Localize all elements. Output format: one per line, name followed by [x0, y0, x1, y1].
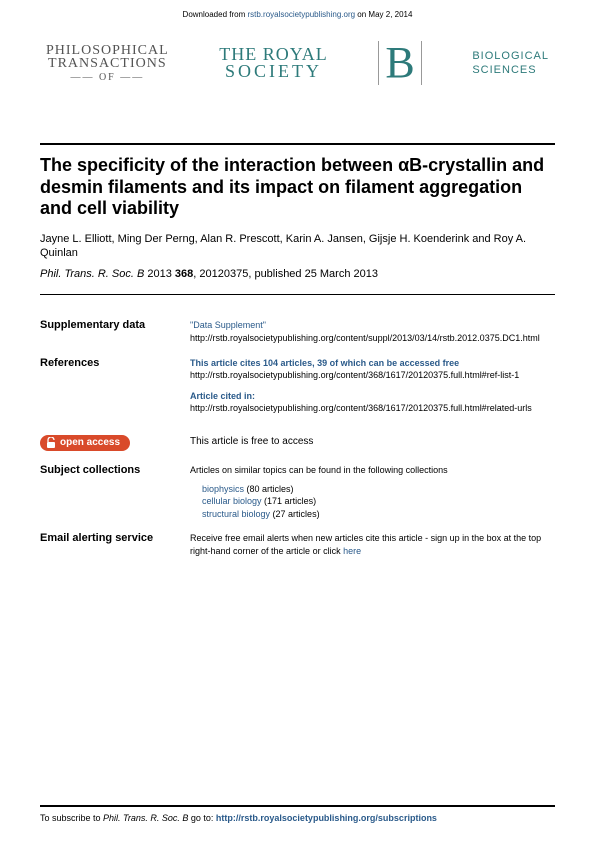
download-suffix: on May 2, 2014 — [355, 10, 412, 19]
footer-prefix: To subscribe to — [40, 813, 103, 823]
open-access-text: open access — [60, 437, 120, 448]
footer-journal: Phil. Trans. R. Soc. B — [103, 813, 188, 823]
subject-intro: Articles on similar topics can be found … — [190, 464, 555, 477]
journal-banner: PHILOSOPHICAL TRANSACTIONS —— OF —— THE … — [40, 33, 555, 93]
content-references: This article cites 104 articles, 39 of w… — [190, 357, 555, 423]
row-alert: Email alerting service Receive free emai… — [40, 526, 555, 563]
alert-text: Receive free email alerts when new artic… — [190, 533, 541, 556]
row-open-access: open access This article is free to acce… — [40, 429, 555, 458]
download-prefix: Downloaded from — [183, 10, 248, 19]
label-references: References — [40, 357, 190, 423]
authors: Jayne L. Elliott, Ming Der Perng, Alan R… — [40, 232, 555, 261]
refs-url1: http://rstb.royalsocietypublishing.org/c… — [190, 370, 519, 380]
subject-cellular-count: (171 articles) — [262, 496, 317, 506]
row-references: References This article cites 104 articl… — [40, 351, 555, 429]
banner-philosophical: PHILOSOPHICAL TRANSACTIONS —— OF —— — [46, 44, 169, 82]
content-subject: Articles on similar topics can be found … — [190, 464, 555, 520]
footer: To subscribe to Phil. Trans. R. Soc. B g… — [40, 805, 555, 823]
row-subject: Subject collections Articles on similar … — [40, 458, 555, 526]
banner-royal-society: THE ROYAL SOCIETY — [219, 46, 328, 80]
citation-year: 2013 — [144, 268, 175, 280]
row-supplementary: Supplementary data "Data Supplement" htt… — [40, 313, 555, 350]
banner-left-line1: PHILOSOPHICAL — [46, 44, 169, 57]
label-subject: Subject collections — [40, 464, 190, 520]
refs-url2: http://rstb.royalsocietypublishing.org/c… — [190, 403, 532, 413]
subject-biophysics-count: (80 articles) — [244, 484, 294, 494]
supp-data-link[interactable]: "Data Supplement" — [190, 320, 266, 330]
banner-right-line2: SCIENCES — [472, 63, 549, 77]
open-access-badge: open access — [40, 435, 130, 451]
subject-structural-count: (27 articles) — [270, 509, 320, 519]
banner-biological: BIOLOGICAL SCIENCES — [472, 49, 549, 78]
article-title: The specificity of the interaction betwe… — [40, 155, 555, 220]
content-supplementary: "Data Supplement" http://rstb.royalsocie… — [190, 319, 555, 344]
citation-journal: Phil. Trans. R. Soc. B — [40, 268, 144, 280]
subject-biophysics-link[interactable]: biophysics — [202, 484, 244, 494]
refs-cites-text[interactable]: This article cites 104 articles, 39 of w… — [190, 358, 459, 368]
title-block: The specificity of the interaction betwe… — [40, 143, 555, 295]
download-note: Downloaded from rstb.royalsocietypublish… — [0, 0, 595, 19]
unlock-icon — [46, 437, 56, 449]
banner-b-letter: B — [378, 41, 421, 85]
citation-volume: 368 — [175, 268, 193, 280]
content-alert: Receive free email alerts when new artic… — [190, 532, 555, 557]
subject-cellular-link[interactable]: cellular biology — [202, 496, 262, 506]
banner-left-line3: —— OF —— — [46, 73, 169, 83]
main-content: The specificity of the interaction betwe… — [40, 143, 555, 564]
banner-right-line1: BIOLOGICAL — [472, 49, 549, 63]
label-open-access: open access — [40, 435, 190, 452]
citation-rest: , 20120375, published 25 March 2013 — [193, 268, 378, 280]
metadata-section: Supplementary data "Data Supplement" htt… — [40, 313, 555, 563]
download-source-link[interactable]: rstb.royalsocietypublishing.org — [247, 10, 355, 19]
label-supplementary: Supplementary data — [40, 319, 190, 344]
alert-here-link[interactable]: here — [343, 546, 361, 556]
label-alert: Email alerting service — [40, 532, 190, 557]
supp-url: http://rstb.royalsocietypublishing.org/c… — [190, 333, 540, 343]
subject-structural-link[interactable]: structural biology — [202, 509, 270, 519]
citation: Phil. Trans. R. Soc. B 2013 368, 2012037… — [40, 268, 555, 280]
banner-left-line2: TRANSACTIONS — [46, 57, 169, 70]
footer-mid: go to: — [188, 813, 216, 823]
banner-mid-line2: SOCIETY — [219, 63, 328, 80]
refs-cited-in-label: Article cited in: — [190, 391, 255, 401]
content-open-access: This article is free to access — [190, 435, 555, 452]
footer-subscribe-link[interactable]: http://rstb.royalsocietypublishing.org/s… — [216, 813, 437, 823]
